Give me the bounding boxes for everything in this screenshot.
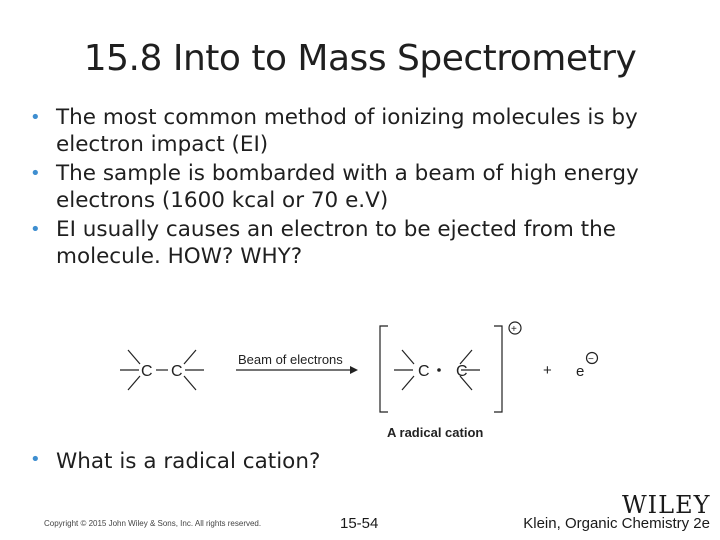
bullet-text: The most common method of ionizing molec… bbox=[56, 105, 638, 157]
bullet-text: What is a radical cation? bbox=[56, 449, 321, 474]
radical-dot bbox=[437, 368, 441, 372]
arrow-label: Beam of electrons bbox=[238, 352, 343, 367]
bullet-text: EI usually causes an electron to be ejec… bbox=[56, 217, 616, 269]
bullet-list: • The most common method of ionizing mol… bbox=[30, 104, 690, 272]
reaction-scheme: C C Beam of electrons C C + + e − A radi… bbox=[120, 321, 599, 440]
bullet-item: • The sample is bombarded with a beam of… bbox=[30, 160, 690, 214]
bullet-dot-icon: • bbox=[30, 107, 41, 128]
bullet-item: • What is a radical cation? bbox=[30, 449, 320, 474]
product-caption: A radical cation bbox=[387, 425, 483, 440]
atom-c-label: C bbox=[141, 363, 153, 380]
book-reference: Klein, Organic Chemistry 2e bbox=[523, 515, 710, 532]
page-number: 15-54 bbox=[340, 515, 379, 532]
electron-label: e bbox=[576, 363, 584, 380]
copyright-text: Copyright © 2015 John Wiley & Sons, Inc.… bbox=[44, 519, 262, 528]
atom-c-label: C bbox=[418, 363, 430, 380]
atom-c-label: C bbox=[456, 363, 468, 380]
wiley-logo: WILEY bbox=[622, 491, 711, 519]
bullet-dot-icon: • bbox=[30, 219, 41, 240]
bullet-item: • The most common method of ionizing mol… bbox=[30, 104, 690, 158]
bullet-item: • EI usually causes an electron to be ej… bbox=[30, 216, 690, 270]
bullet-dot-icon: • bbox=[30, 163, 41, 184]
electron-charge-label: − bbox=[588, 354, 594, 365]
slide-title: 15.8 Into to Mass Spectrometry bbox=[83, 38, 637, 79]
bullet-dot-icon: • bbox=[30, 449, 41, 470]
atom-c-label: C bbox=[171, 363, 183, 380]
bracket-charge-label: + bbox=[511, 324, 517, 335]
plus-sign: + bbox=[543, 362, 552, 379]
bullet-text: The sample is bombarded with a beam of h… bbox=[56, 161, 639, 213]
